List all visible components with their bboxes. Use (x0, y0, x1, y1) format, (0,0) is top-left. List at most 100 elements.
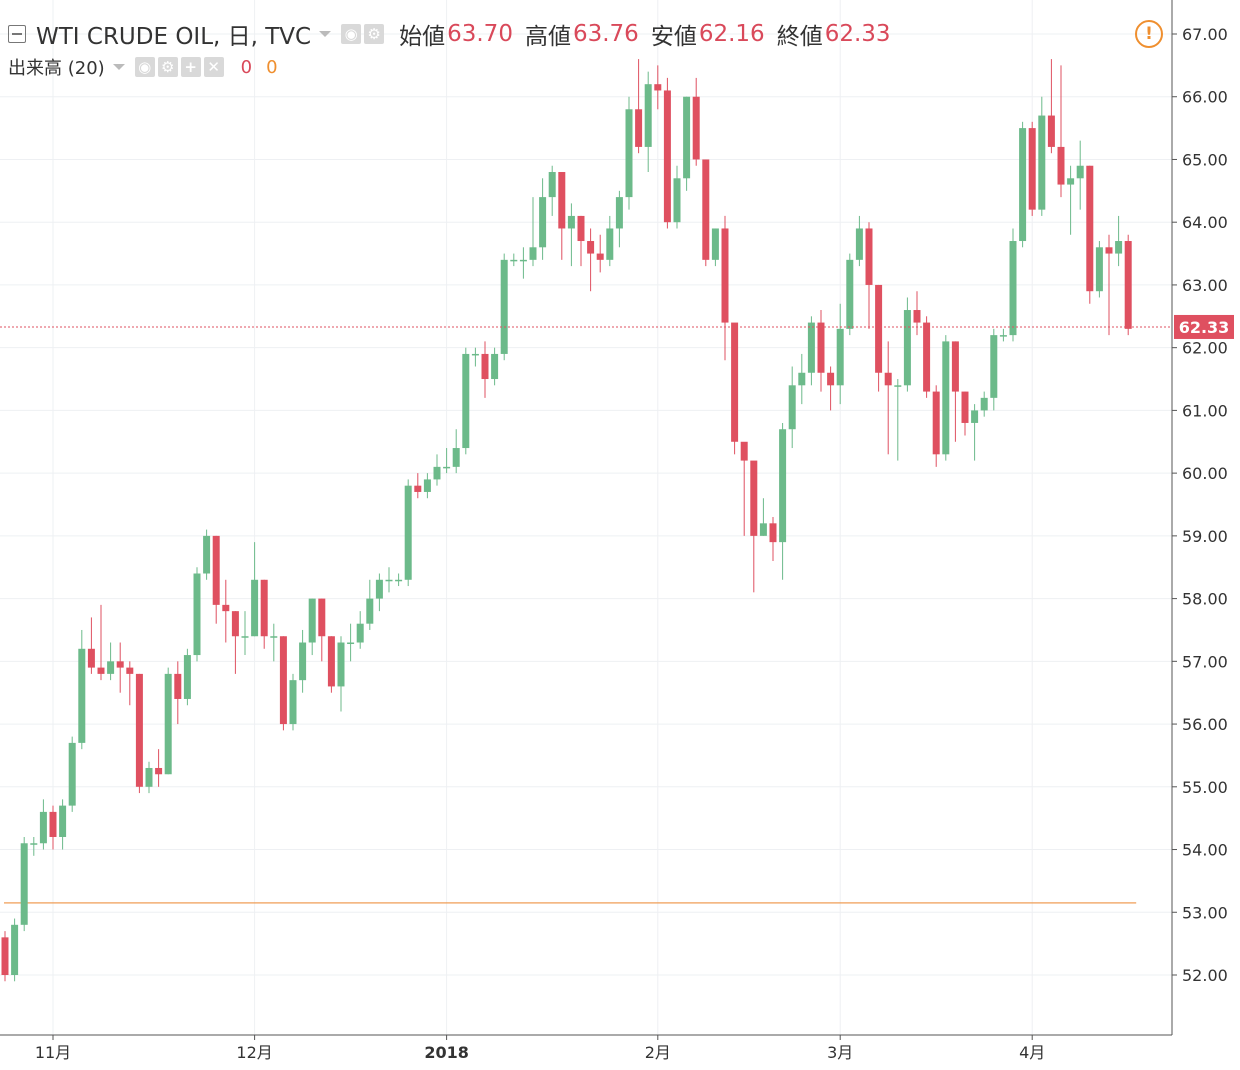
candle-body (289, 680, 297, 725)
candle (817, 310, 825, 392)
volume-add-icon[interactable]: + (180, 57, 201, 77)
candle-body (817, 322, 825, 373)
candle (567, 203, 575, 267)
y-tick-label: 55.00 (1182, 778, 1228, 797)
candle (260, 579, 268, 649)
candle (759, 498, 767, 536)
symbol-dropdown-caret-icon[interactable] (319, 31, 332, 37)
volume-dropdown-caret-icon[interactable] (112, 64, 125, 70)
candle-body (87, 648, 95, 668)
candle (1067, 165, 1075, 235)
candle-body (1009, 241, 1017, 336)
candle-body (471, 353, 479, 356)
candle-body (769, 523, 777, 543)
x-tick-label: 2月 (645, 1043, 671, 1062)
candle-body (222, 604, 230, 612)
candle (1047, 59, 1055, 154)
candle-body (193, 573, 201, 656)
candle (385, 567, 393, 593)
candle (1, 931, 9, 982)
candle-body (337, 642, 345, 687)
candle (337, 636, 345, 712)
candle-body (116, 661, 124, 668)
candle (1105, 234, 1113, 336)
candle-body (721, 228, 729, 323)
candle (500, 253, 508, 361)
candle (155, 749, 163, 787)
y-tick-label: 58.00 (1182, 590, 1228, 609)
candle (347, 623, 355, 662)
y-tick-label: 53.00 (1182, 903, 1228, 922)
candle (491, 347, 499, 386)
candle-body (183, 655, 191, 699)
candle (414, 473, 422, 499)
candle (183, 648, 191, 706)
candle-body (385, 579, 393, 582)
candle (97, 604, 105, 681)
candle (731, 322, 739, 455)
candle-body (212, 535, 220, 605)
candle (548, 165, 556, 216)
candle-body (241, 636, 249, 638)
candle (59, 799, 67, 850)
y-tick-label: 62.00 (1182, 339, 1228, 358)
candle (884, 341, 892, 455)
candle-body (846, 259, 854, 329)
candle (750, 460, 758, 593)
candle (30, 836, 38, 856)
candle-body (577, 215, 585, 242)
candle (951, 341, 959, 442)
candle-body (1067, 178, 1075, 185)
y-tick-label: 57.00 (1182, 652, 1228, 671)
candle-body (462, 353, 470, 449)
candle (779, 422, 787, 580)
candle-body (1124, 241, 1132, 329)
candle-body (78, 648, 86, 743)
candle-body (798, 372, 806, 386)
visibility-eye-icon[interactable]: ◉ (341, 24, 362, 44)
candle-body (519, 259, 527, 262)
candle (270, 623, 278, 662)
candle (740, 441, 748, 536)
candle-body (270, 636, 278, 638)
candle (644, 71, 652, 173)
candle-body (1, 937, 9, 975)
candle (855, 215, 863, 267)
settings-gear-icon[interactable]: ⚙ (364, 24, 385, 44)
candle-body (366, 598, 374, 624)
candle-body (923, 322, 931, 392)
candle (327, 636, 335, 693)
symbol-title: WTI CRUDE OIL, 日, TVC (36, 24, 312, 50)
warning-icon[interactable]: ! (1135, 20, 1163, 48)
volume-remove-icon[interactable]: ✕ (203, 57, 224, 77)
candle-body (903, 310, 911, 386)
candle (798, 353, 806, 405)
volume-label: 出来高 (20) (8, 58, 105, 79)
candle (164, 667, 172, 775)
candle-body (68, 742, 76, 806)
collapse-toggle-icon[interactable] (8, 25, 26, 43)
candle-body (1115, 241, 1123, 254)
candle-body (692, 96, 700, 160)
candle-body (855, 228, 863, 260)
candle (107, 642, 115, 681)
candle-body (299, 642, 307, 681)
candle (1057, 65, 1065, 198)
candle-body (1019, 128, 1027, 242)
candle-body (788, 385, 796, 430)
candle (836, 303, 844, 405)
candle (135, 673, 143, 794)
volume-visibility-eye-icon[interactable]: ◉ (134, 57, 155, 77)
grid-lines (0, 0, 1172, 1035)
y-tick-label: 65.00 (1182, 150, 1228, 169)
candle-body (567, 215, 575, 229)
candle (126, 661, 134, 706)
candle (78, 629, 86, 750)
candle (875, 284, 883, 392)
candle-body (980, 397, 988, 411)
volume-settings-gear-icon[interactable]: ⚙ (157, 57, 178, 77)
x-tick-label: 2018 (424, 1043, 469, 1062)
candle (903, 297, 911, 392)
